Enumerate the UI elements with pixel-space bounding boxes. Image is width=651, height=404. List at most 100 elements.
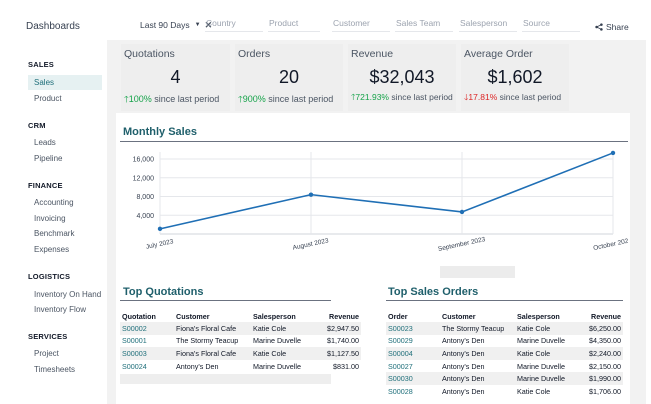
kpi-label: Quotations: [124, 48, 175, 60]
kpi-change-percent: 721.93%: [355, 92, 389, 102]
table-footer: [120, 374, 331, 384]
table-row[interactable]: S00030 Antony's Den Marine Duvelle $1,99…: [386, 372, 623, 385]
revenue-cell: $2,150.00: [589, 361, 621, 371]
section-divider: [120, 141, 628, 142]
x-tick-label: October 2023: [593, 237, 628, 252]
table-row[interactable]: S00004 Antony's Den Katie Cole $2,240.00: [386, 347, 623, 360]
table-row[interactable]: S00001 The Stormy Teacup Marine Duvelle …: [120, 335, 361, 348]
table-header-row: Order Customer Salesperson Revenue: [386, 310, 623, 322]
sidebar-item-invoicing[interactable]: Invoicing: [34, 214, 66, 223]
sidebar-item-timesheets[interactable]: Timesheets: [34, 365, 76, 374]
table-row[interactable]: S00003 Fiona's Floral Cafe Katie Cole $1…: [120, 347, 361, 360]
customer-cell: Antony's Den: [440, 372, 515, 385]
salesperson-cell: Marine Duvelle: [517, 336, 565, 346]
sidebar-section-finance: FINANCE: [28, 181, 63, 190]
sidebar-item-sales[interactable]: Sales: [28, 75, 102, 90]
revenue-cell: $1,990.00: [583, 372, 623, 385]
column-header[interactable]: Customer: [176, 311, 210, 321]
order-cell[interactable]: S00027: [388, 361, 413, 371]
sidebar-item-product[interactable]: Product: [34, 94, 62, 103]
sidebar-item-inventory-flow[interactable]: Inventory Flow: [34, 305, 87, 314]
share-button[interactable]: Share: [595, 22, 629, 32]
kpi-card-quotations[interactable]: Quotations 4 🡑100% since last period: [121, 44, 230, 111]
sidebar-section-logistics: LOGISTICS: [28, 272, 71, 281]
sidebar-item-project[interactable]: Project: [34, 349, 59, 358]
sidebar-item-pipeline[interactable]: Pipeline: [34, 154, 63, 163]
column-header[interactable]: Salesperson: [517, 311, 560, 321]
x-tick-label: September 2023: [437, 236, 486, 253]
table-row[interactable]: S00002 Fiona's Floral Cafe Katie Cole $2…: [120, 322, 361, 335]
column-header[interactable]: Customer: [442, 311, 476, 321]
sidebar-section-sales: SALES: [28, 60, 55, 69]
customer-cell: Fiona's Floral Cafe: [174, 322, 251, 335]
monthly-sales-chart[interactable]: 4,000 8,000 12,000 16,000 July 2023 August 20…: [118, 148, 628, 260]
salesperson-cell: Marine Duvelle: [515, 372, 583, 385]
kpi-card-revenue[interactable]: Revenue $32,043 🡑721.93% since last peri…: [348, 44, 456, 111]
column-header[interactable]: Salesperson: [253, 311, 296, 321]
top-quotations-title: Top Quotations: [123, 286, 204, 298]
source-filter[interactable]: Source: [522, 18, 580, 32]
salesperson-cell: Marine Duvelle: [517, 361, 565, 371]
column-header[interactable]: Quotation: [122, 311, 156, 321]
table-row[interactable]: S00028 Antony's Den Katie Cole $1,706.00: [386, 385, 623, 398]
kpi-value: 4: [170, 67, 181, 87]
product-filter[interactable]: Product: [268, 18, 320, 32]
period-filter[interactable]: Last 90 Days ▼ ✕: [140, 17, 212, 33]
order-cell[interactable]: S00023: [386, 322, 440, 335]
data-point[interactable]: [157, 226, 163, 232]
table-row[interactable]: S00029 Antony's Den Marine Duvelle $4,35…: [386, 335, 623, 348]
sidebar-item-inventory-on-hand[interactable]: Inventory On Hand: [34, 290, 102, 299]
table-row[interactable]: S00024 Antony's Den Marine Duvelle $831.…: [120, 360, 361, 373]
data-point[interactable]: [308, 192, 314, 197]
country-filter[interactable]: Country: [205, 18, 263, 32]
kpi-change-percent: 100%: [128, 94, 152, 104]
quotation-cell[interactable]: S00001: [122, 336, 147, 346]
salesperson-filter[interactable]: Salesperson: [459, 18, 517, 32]
kpi-card-average-order[interactable]: Average Order $1,602 🡓17.81% since last …: [461, 44, 569, 111]
order-cell[interactable]: S00004: [386, 347, 440, 360]
sidebar-section-services: SERVICES: [28, 332, 68, 341]
chart-scroll-indicator: [440, 266, 515, 278]
sidebar-item-accounting[interactable]: Accounting: [34, 198, 74, 207]
kpi-value: 20: [278, 67, 300, 87]
table-row[interactable]: S00023 The Stormy Teacup Katie Cole $6,2…: [386, 322, 623, 335]
data-point[interactable]: [610, 150, 616, 156]
sales-team-filter[interactable]: Sales Team: [395, 18, 453, 32]
revenue-cell: $1,740.00: [327, 336, 359, 346]
order-cell[interactable]: S00028: [388, 386, 413, 396]
order-cell[interactable]: S00030: [386, 372, 440, 385]
kpi-card-orders[interactable]: Orders 20 🡑900% since last period: [235, 44, 343, 111]
quotation-cell[interactable]: S00024: [122, 361, 147, 371]
sidebar: SALES Sales Product CRM Leads Pipeline F…: [0, 46, 107, 404]
customer-cell: The Stormy Teacup: [440, 322, 515, 335]
monthly-sales-title: Monthly Sales: [123, 126, 197, 138]
caret-down-icon[interactable]: ▼: [194, 22, 201, 28]
kpi-change: 🡑721.93% since last period: [351, 92, 453, 106]
column-header[interactable]: Revenue: [329, 311, 359, 321]
quotation-cell[interactable]: S00002: [120, 322, 174, 335]
revenue-cell: $2,240.00: [583, 347, 623, 360]
kpi-change-period: since last period: [499, 92, 562, 102]
x-tick-label: July 2023: [145, 238, 174, 251]
order-cell[interactable]: S00029: [388, 336, 413, 346]
kpi-label: Average Order: [464, 48, 533, 60]
close-icon[interactable]: ✕: [204, 19, 213, 30]
period-filter-label: Last 90 Days: [140, 20, 190, 30]
top-quotations-table: Quotation Customer Salesperson Revenue S…: [120, 310, 361, 372]
arrow-up-icon: 🡑: [238, 94, 243, 104]
quotation-cell[interactable]: S00003: [120, 347, 174, 360]
sidebar-item-leads[interactable]: Leads: [34, 138, 56, 147]
sidebar-section-crm: CRM: [28, 121, 46, 130]
section-divider: [386, 300, 623, 301]
column-header[interactable]: Revenue: [591, 311, 621, 321]
table-row[interactable]: S00027 Antony's Den Marine Duvelle $2,15…: [386, 360, 623, 373]
customer-cell: Antony's Den: [442, 336, 485, 346]
kpi-change-percent: 900%: [242, 94, 266, 104]
customer-filter[interactable]: Customer: [332, 18, 390, 32]
arrow-up-icon: 🡑: [351, 92, 356, 102]
column-header[interactable]: Order: [388, 311, 408, 321]
sidebar-item-benchmark[interactable]: Benchmark: [34, 229, 75, 238]
arrow-down-icon: 🡓: [464, 92, 469, 102]
data-point[interactable]: [459, 209, 465, 215]
sidebar-item-expenses[interactable]: Expenses: [34, 245, 70, 254]
